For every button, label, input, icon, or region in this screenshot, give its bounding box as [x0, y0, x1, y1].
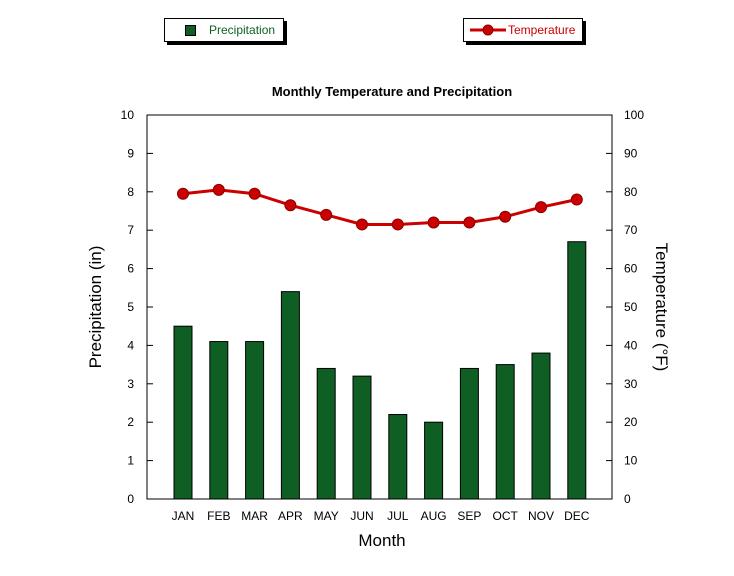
legend-precipitation: Precipitation	[164, 18, 284, 42]
bar-mar	[245, 341, 265, 500]
y-right-tick-label: 0	[624, 492, 631, 506]
y-left-tick-label: 4	[127, 338, 134, 352]
x-tick-label: MAR	[241, 509, 268, 523]
bar-oct	[495, 364, 515, 500]
x-tick-label: DEC	[564, 509, 590, 523]
y-left-tick-label: 5	[127, 300, 134, 314]
y-left-tick-label: 3	[127, 377, 134, 391]
y-right-tick-label: 10	[624, 454, 638, 468]
y-right-tick-label: 70	[624, 223, 638, 237]
y-right-tick-label: 40	[624, 338, 638, 352]
legend-temperature-label: Temperature	[508, 23, 576, 37]
chart-title: Monthly Temperature and Precipitation	[272, 84, 512, 99]
x-tick-label: NOV	[528, 509, 554, 523]
temperature-point-mar	[248, 187, 261, 200]
temperature-point-jun	[356, 218, 368, 231]
y-left-tick-label: 6	[127, 262, 134, 276]
legend-temperature: Temperature	[463, 18, 583, 42]
temperature-point-sep	[463, 216, 476, 229]
x-tick-label: MAY	[314, 509, 339, 523]
temperature-point-nov	[535, 201, 547, 214]
y-right-tick-label: 90	[624, 146, 638, 160]
bar-feb	[209, 341, 229, 500]
temperature-point-apr	[284, 199, 297, 212]
y-right-tick-label: 50	[624, 300, 638, 314]
x-tick-label: FEB	[207, 509, 230, 523]
y-right-tick-label: 20	[624, 415, 638, 429]
temperature-point-dec	[570, 193, 583, 206]
y-right-tick-label: 100	[624, 108, 644, 122]
y-left-tick-label: 10	[121, 108, 135, 122]
x-axis-label: Month	[358, 531, 405, 550]
x-tick-label: SEP	[457, 509, 481, 523]
y-right-tick-label: 60	[624, 262, 638, 276]
temperature-point-jan	[177, 187, 189, 200]
x-tick-label: JAN	[172, 509, 195, 523]
x-tick-label: JUL	[387, 509, 409, 523]
legend-precipitation-label: Precipitation	[209, 23, 276, 37]
bar-jul	[388, 414, 408, 500]
legend-temperature-swatch	[470, 24, 506, 36]
bar-apr	[280, 291, 300, 500]
y-right-tick-label: 80	[624, 185, 638, 199]
bar-sep	[459, 367, 479, 500]
y-left-tick-label: 0	[127, 492, 134, 506]
bar-aug	[424, 421, 444, 500]
y-axis-label-right: Temperature (°F)	[652, 243, 671, 372]
y-left-tick-label: 7	[127, 223, 134, 237]
bar-jan	[173, 325, 193, 500]
y-left-tick-label: 8	[127, 185, 134, 199]
x-tick-label: APR	[278, 509, 303, 523]
temperature-point-jul	[391, 218, 404, 231]
x-tick-label: JUN	[350, 509, 373, 523]
bar-jun	[352, 375, 372, 500]
temperature-point-aug	[427, 216, 440, 229]
temperature-point-oct	[499, 210, 512, 223]
temperature-line	[182, 188, 578, 226]
temperature-point-feb	[212, 183, 225, 196]
bar-dec	[567, 241, 587, 500]
x-tick-label: AUG	[421, 509, 447, 523]
legend-precipitation-swatch	[185, 25, 196, 36]
bar-nov	[531, 352, 551, 500]
y-left-tick-label: 2	[127, 415, 134, 429]
bar-may	[316, 367, 336, 500]
y-right-tick-label: 30	[624, 377, 638, 391]
x-tick-label: OCT	[493, 509, 519, 523]
y-left-tick-label: 1	[127, 454, 134, 468]
y-left-tick-label: 9	[127, 146, 134, 160]
temperature-point-may	[320, 208, 333, 221]
y-axis-label-left: Precipitation (in)	[86, 246, 105, 369]
plot-area-frame	[146, 114, 613, 500]
